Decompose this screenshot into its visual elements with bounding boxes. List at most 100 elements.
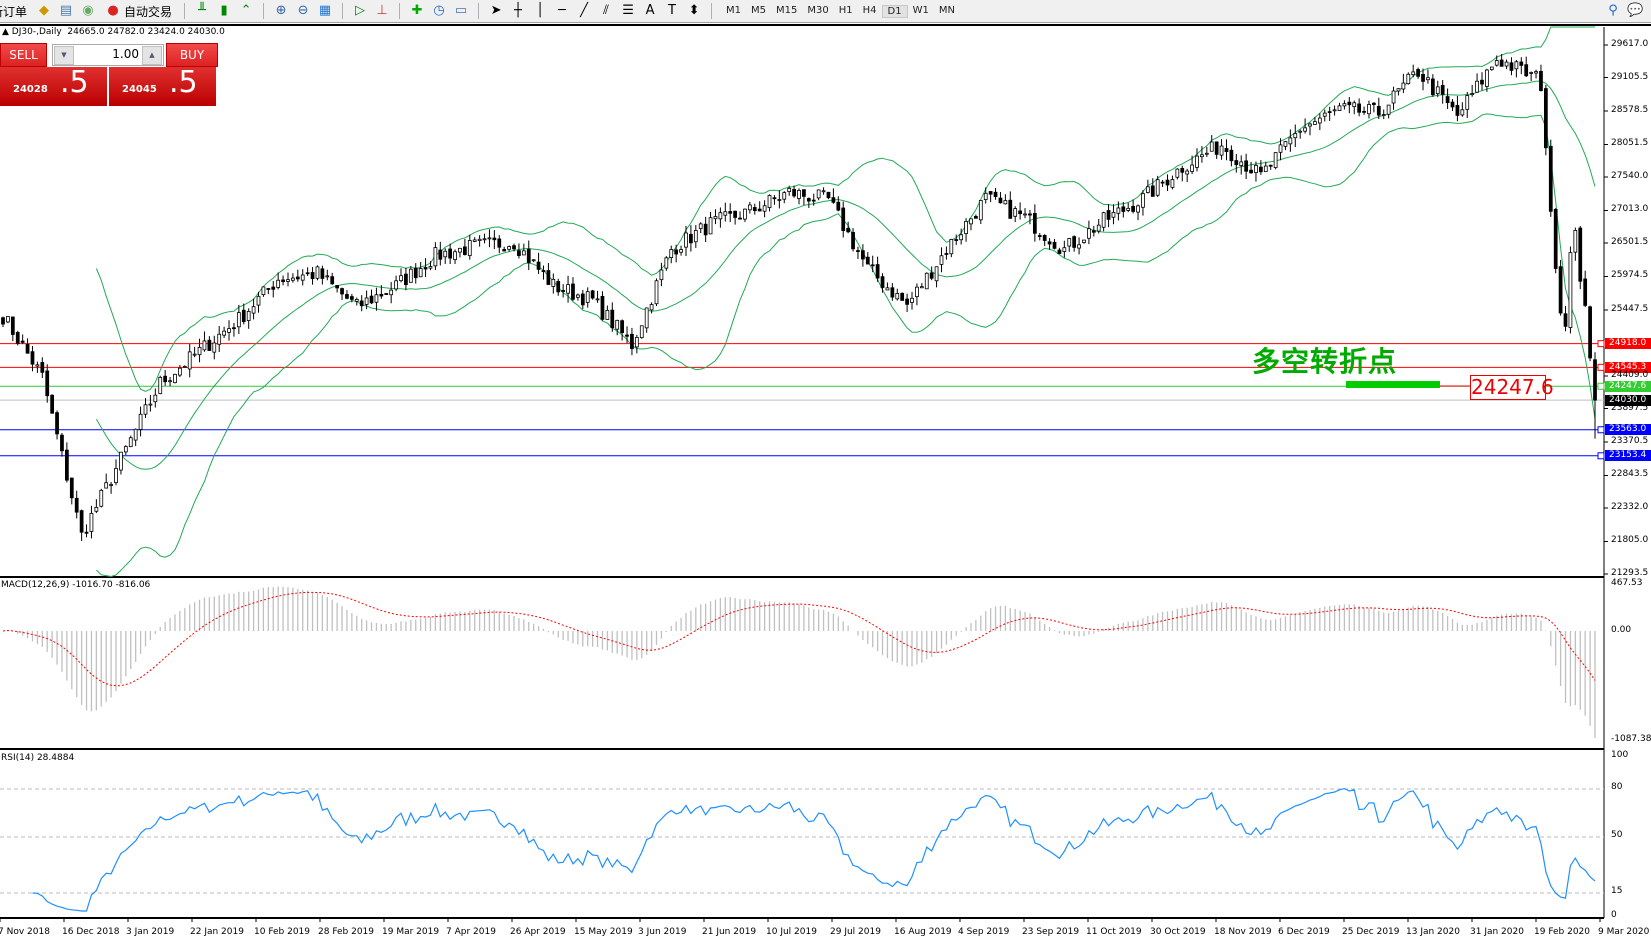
tile-windows-icon[interactable]: ▦ bbox=[318, 3, 332, 18]
candlestick-icon[interactable]: ▮ bbox=[220, 3, 228, 18]
candle-body bbox=[507, 246, 511, 250]
timeframe-m30[interactable]: M30 bbox=[807, 4, 829, 16]
chat-icon[interactable]: 💬 bbox=[1627, 3, 1644, 18]
candle-body bbox=[399, 275, 403, 282]
candle-body bbox=[79, 510, 84, 533]
candle bbox=[954, 234, 959, 246]
timeframe-m1[interactable]: M1 bbox=[726, 4, 742, 16]
date-axis-label: 21 Jun 2019 bbox=[702, 927, 757, 937]
candle bbox=[359, 295, 364, 312]
terminal-icon[interactable]: ▤ bbox=[59, 3, 73, 18]
candle bbox=[1543, 84, 1548, 156]
pivot-annotation[interactable]: 多空转折点 bbox=[1252, 345, 1398, 378]
equidistant-channel-icon[interactable]: ⫽ bbox=[603, 3, 609, 18]
lot-value[interactable]: 1.00 bbox=[112, 47, 139, 61]
auto-trading-icon: ● bbox=[107, 3, 119, 18]
candle-body bbox=[1362, 110, 1366, 113]
candle bbox=[654, 278, 659, 307]
candle bbox=[743, 208, 747, 223]
candle bbox=[605, 305, 610, 320]
candle bbox=[286, 272, 290, 287]
timeframe-w1[interactable]: W1 bbox=[912, 4, 929, 16]
candle-body bbox=[35, 364, 40, 367]
timeframe-h1[interactable]: H1 bbox=[838, 4, 853, 16]
candle bbox=[585, 287, 590, 308]
line-chart-icon[interactable]: ⌃ bbox=[240, 3, 252, 18]
arrows-icon[interactable]: ⬍ bbox=[688, 3, 700, 18]
horizontal-line-icon[interactable]: ─ bbox=[558, 3, 566, 18]
zoom-out-icon[interactable]: ⊖ bbox=[297, 3, 309, 18]
candle-body bbox=[1357, 103, 1362, 113]
chart-shift-icon[interactable]: ⊥ bbox=[376, 3, 388, 18]
candle bbox=[1445, 88, 1450, 109]
text-icon[interactable]: A bbox=[645, 3, 655, 18]
candle bbox=[6, 316, 10, 324]
candle bbox=[1165, 174, 1170, 192]
search-icon[interactable]: ⚲ bbox=[1608, 3, 1618, 18]
candle-body bbox=[806, 198, 811, 202]
sell-price-button[interactable]: 24028 .5 bbox=[0, 65, 107, 106]
candle-body bbox=[738, 217, 742, 220]
zoom-in-icon[interactable]: ⊕ bbox=[275, 3, 287, 18]
lot-decrease-button[interactable]: ▼ bbox=[54, 46, 74, 65]
candle-body bbox=[1352, 102, 1357, 108]
candle-body bbox=[192, 353, 197, 356]
auto-trading-button[interactable]: ● 自动交易 bbox=[102, 1, 175, 21]
candle bbox=[1131, 199, 1135, 214]
timeframe-d1[interactable]: D1 bbox=[881, 4, 908, 18]
templates-icon[interactable]: ▭ bbox=[454, 3, 468, 18]
candle-body bbox=[1028, 213, 1032, 216]
candle-body bbox=[10, 316, 15, 335]
candle-body bbox=[836, 201, 841, 211]
cursor-icon[interactable]: ➤ bbox=[490, 3, 502, 18]
candle-body bbox=[246, 311, 251, 321]
timeframe-mn[interactable]: MN bbox=[938, 4, 955, 16]
sell-button[interactable]: SELL bbox=[0, 43, 47, 67]
timeframe-m5[interactable]: M5 bbox=[751, 4, 767, 16]
autoscroll-icon[interactable]: ▷ bbox=[355, 3, 366, 18]
date-axis-label: 23 Sep 2019 bbox=[1022, 927, 1080, 937]
candle bbox=[974, 214, 978, 219]
timeframe-h4[interactable]: H4 bbox=[862, 4, 877, 16]
candle-body bbox=[423, 267, 428, 270]
history-icon[interactable]: ◆ bbox=[39, 3, 50, 18]
fibonacci-icon[interactable]: ☰ bbox=[622, 3, 634, 18]
candle bbox=[413, 263, 418, 284]
candle-body bbox=[625, 334, 629, 337]
candle-body bbox=[1421, 74, 1425, 82]
candle-body bbox=[728, 211, 733, 214]
signal-icon[interactable]: ◉ bbox=[82, 3, 94, 18]
crosshair-icon[interactable]: ┼ bbox=[514, 3, 522, 18]
candle bbox=[521, 243, 526, 256]
candle bbox=[571, 277, 575, 301]
text-label-icon[interactable]: T bbox=[668, 3, 676, 18]
timeframe-m15[interactable]: M15 bbox=[776, 4, 798, 16]
lot-increase-button[interactable]: ▲ bbox=[142, 46, 162, 65]
candle-body bbox=[69, 477, 74, 499]
buy-price-button[interactable]: 24045 .5 bbox=[109, 65, 216, 106]
price-tag: 24247.6 bbox=[1605, 380, 1651, 392]
indicators-icon[interactable]: ✚ bbox=[411, 3, 423, 18]
bar-chart-icon[interactable]: ╨ bbox=[198, 3, 206, 18]
trendline-icon[interactable]: ╱ bbox=[580, 3, 588, 18]
candle bbox=[241, 303, 246, 325]
candle-body bbox=[954, 239, 959, 241]
periods-icon[interactable]: ◷ bbox=[433, 3, 445, 18]
buy-button[interactable]: BUY bbox=[166, 43, 218, 67]
collapse-icon[interactable]: ▲ bbox=[2, 27, 12, 37]
candle bbox=[261, 286, 266, 297]
candle bbox=[418, 262, 423, 278]
candle bbox=[1067, 237, 1072, 252]
candle-body bbox=[752, 207, 757, 212]
price-tag: 24545.3 bbox=[1605, 361, 1651, 373]
candle-body bbox=[708, 217, 713, 235]
candle bbox=[1145, 179, 1150, 194]
candle bbox=[1037, 232, 1042, 241]
new-order-button[interactable]: 新订单 bbox=[0, 1, 30, 21]
price-note-label[interactable]: 24247.6 bbox=[1470, 375, 1554, 400]
lot-size-input[interactable]: ▼ 1.00 ▲ bbox=[52, 44, 164, 66]
candle bbox=[182, 365, 187, 369]
price-tag: 23153.4 bbox=[1605, 450, 1651, 462]
vertical-line-icon[interactable]: │ bbox=[536, 3, 544, 18]
